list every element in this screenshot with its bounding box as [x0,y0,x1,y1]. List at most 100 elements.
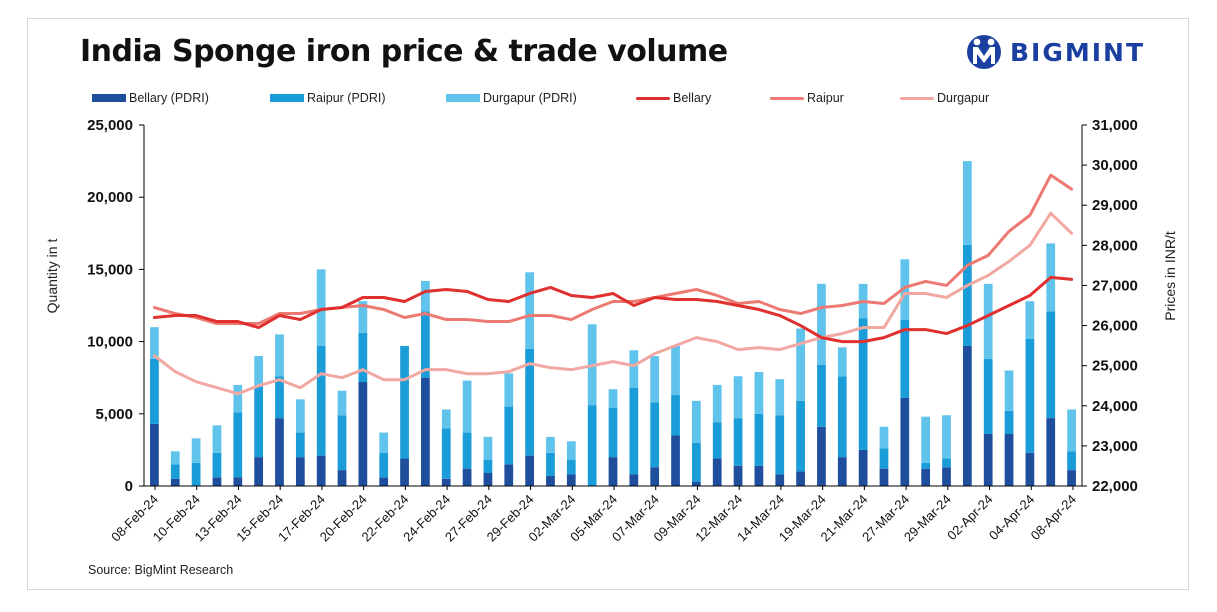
bar-bellary-pdri [170,478,180,486]
bar-bellary-pdri [712,458,722,486]
y2-tick-label: 23,000 [1092,438,1138,455]
bar-bellary-pdri [879,468,889,486]
bar-bellary-pdri [462,468,472,486]
legend-item-bellary-pdri: Bellary (PDRI) [92,91,209,105]
bar-durgapur-pdri [712,384,722,423]
line-durgapur [152,211,1074,396]
bar-bellary-pdri [546,475,555,486]
line-bellary [152,275,1074,344]
bar-raipur-pdri [170,464,180,479]
bar-raipur-pdri [879,448,889,469]
bigmint-logo-icon [967,35,1001,69]
bar-raipur-pdri [295,432,305,458]
bar-durgapur-pdri [942,415,951,459]
bar-durgapur-pdri [483,436,493,460]
bar-bellary-pdri [942,467,951,486]
bigmint-logo: BIGMINT [966,32,1145,72]
bar-bellary-pdri [400,458,409,486]
bar-bellary-pdri [650,467,660,486]
legend-swatch-durgapur [900,96,934,100]
bar-bellary-pdri [983,434,993,486]
bar-bellary-pdri [733,465,743,486]
bar-durgapur-pdri [191,438,201,463]
bar-durgapur-pdri [254,356,264,387]
bar-raipur-pdri [962,244,972,346]
bar-raipur-pdri [650,402,660,468]
bar-raipur-pdri [421,311,430,378]
bar-durgapur-pdri [566,441,576,461]
bar-bellary-pdri [900,397,910,486]
bar-durgapur-pdri [983,283,993,359]
bar-bellary-pdri [150,423,159,486]
bar-raipur-pdri [1046,311,1056,419]
bar-durgapur-pdri [504,373,514,407]
bar-raipur-pdri [316,345,326,456]
bar-bellary-pdri [671,435,680,486]
y2-tick-label: 29,000 [1092,197,1138,214]
bar-raipur-pdri [587,405,597,486]
bar-bellary-pdri [1004,434,1014,486]
bar-raipur-pdri [337,415,347,471]
legend-label-durgapur: Durgapur [937,91,990,105]
y2-tick-label: 31,000 [1092,117,1138,134]
bar-durgapur-pdri [337,390,347,416]
bar-bellary-pdri [608,457,618,486]
bar-durgapur-pdri [316,269,326,346]
bar-bellary-pdri [441,478,451,486]
bar-durgapur-pdri [1025,301,1035,339]
bar-raipur-pdri [546,452,555,476]
bar-raipur-pdri [1004,410,1014,435]
bar-bellary-pdri [1067,470,1076,486]
y2-tick-label: 24,000 [1092,398,1138,415]
legend-swatch-bellary-pdri [92,94,126,102]
bar-raipur-pdri [504,406,514,465]
bar-raipur-pdri [858,318,868,450]
bar-durgapur-pdri [212,425,222,453]
y2-tick-label: 22,000 [1092,478,1138,495]
bar-raipur-pdri [275,376,284,419]
bar-raipur-pdri [254,386,264,458]
bar-raipur-pdri [754,413,764,466]
bar-raipur-pdri [1067,451,1076,471]
legend-item-bellary: Bellary [636,91,711,105]
bar-raipur-pdri [733,418,743,466]
bar-durgapur-pdri [1067,409,1076,452]
bar-bellary-pdri [379,477,389,486]
bar-durgapur-pdri [295,399,305,433]
bar-durgapur-pdri [733,376,743,419]
bar-bellary-pdri [212,477,222,486]
bar-durgapur-pdri [692,400,701,443]
bar-raipur-pdri [1025,338,1035,453]
bar-bellary-pdri [629,474,639,486]
bar-durgapur-pdri [817,283,826,365]
bar-durgapur-pdri [879,426,889,449]
bar-bellary-pdri [754,465,764,486]
bar-bellary-pdri [837,457,847,486]
legend-label-raipur: Raipur [807,91,844,105]
line-layer [152,173,1074,396]
bar-durgapur-pdri [629,350,639,388]
bar-raipur-pdri [942,458,951,468]
bar-durgapur-pdri [754,371,764,414]
y2-tick-label: 25,000 [1092,358,1138,375]
y2-tick-label: 27,000 [1092,277,1138,294]
bar-raipur-pdri [817,364,826,427]
chart-legend: Bellary (PDRI) Raipur (PDRI) Durgapur (P… [92,91,1092,107]
bar-raipur-pdri [775,415,785,475]
bar-bellary-pdri [483,473,493,486]
bar-raipur-pdri [671,395,680,436]
legend-label-bellary-pdri: Bellary (PDRI) [129,91,209,105]
y2-tick-label: 28,000 [1092,237,1138,254]
bar-bellary-pdri [316,455,326,486]
bar-durgapur-pdri [275,334,284,377]
bar-raipur-pdri [441,428,451,479]
bar-durgapur-pdri [900,259,910,320]
y-tick-label: 10,000 [87,334,133,351]
bar-raipur-pdri [837,376,847,458]
y-tick-label: 0 [125,478,133,495]
bar-raipur-pdri [379,452,389,478]
bar-layer [150,161,1076,486]
bar-raipur-pdri [712,422,722,459]
legend-label-durgapur-pdri: Durgapur (PDRI) [483,91,577,105]
